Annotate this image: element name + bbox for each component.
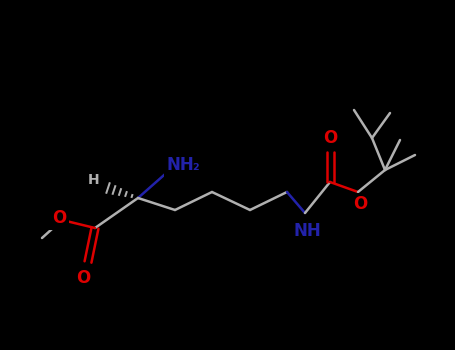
Text: NH: NH [293,222,321,240]
Text: ₂: ₂ [192,158,199,173]
Text: O: O [52,209,66,227]
Text: H: H [88,173,100,187]
Text: O: O [323,129,337,147]
Text: O: O [353,195,367,213]
Text: O: O [76,269,90,287]
Text: NH: NH [166,156,194,174]
